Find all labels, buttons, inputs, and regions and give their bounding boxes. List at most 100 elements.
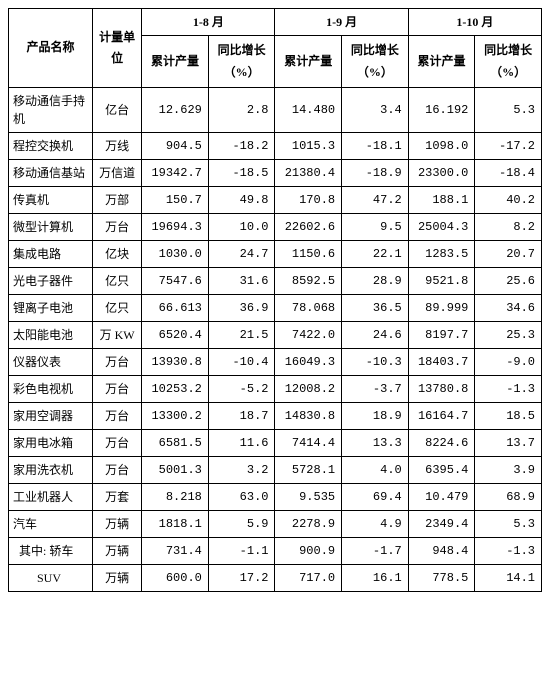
header-cumulative-3: 累计产量 [408,36,475,88]
cell-cumulative: 778.5 [408,565,475,592]
cell-yoy: 40.2 [475,187,542,214]
table-body: 移动通信手持机亿台12.6292.814.4803.416.1925.3程控交换… [9,88,542,592]
cell-cumulative: 19342.7 [142,160,209,187]
cell-cumulative: 23300.0 [408,160,475,187]
cell-yoy: 22.1 [342,241,409,268]
cell-yoy: -17.2 [475,133,542,160]
cell-unit: 万辆 [93,538,142,565]
cell-product-name: 家用空调器 [9,403,93,430]
cell-yoy: -18.5 [208,160,275,187]
table-row: 集成电路亿块1030.024.71150.622.11283.520.7 [9,241,542,268]
cell-cumulative: 188.1 [408,187,475,214]
cell-cumulative: 13780.8 [408,376,475,403]
cell-product-name: 太阳能电池 [9,322,93,349]
cell-unit: 万辆 [93,511,142,538]
cell-cumulative: 904.5 [142,133,209,160]
header-cumulative-2: 累计产量 [275,36,342,88]
cell-yoy: -18.1 [342,133,409,160]
cell-unit: 万台 [93,457,142,484]
cell-cumulative: 13300.2 [142,403,209,430]
cell-yoy: 24.6 [342,322,409,349]
cell-yoy: 13.3 [342,430,409,457]
cell-product-name: 移动通信基站 [9,160,93,187]
cell-cumulative: 9521.8 [408,268,475,295]
cell-cumulative: 6520.4 [142,322,209,349]
cell-cumulative: 600.0 [142,565,209,592]
cell-yoy: 69.4 [342,484,409,511]
cell-yoy: 28.9 [342,268,409,295]
table-row: SUV万辆600.017.2717.016.1778.514.1 [9,565,542,592]
cell-yoy: -3.7 [342,376,409,403]
cell-yoy: 17.2 [208,565,275,592]
cell-product-name: 锂离子电池 [9,295,93,322]
cell-product-name: 工业机器人 [9,484,93,511]
cell-yoy: 2.8 [208,88,275,133]
cell-cumulative: 78.068 [275,295,342,322]
cell-cumulative: 170.8 [275,187,342,214]
cell-unit: 万台 [93,376,142,403]
cell-yoy: 14.1 [475,565,542,592]
cell-product-name: 微型计算机 [9,214,93,241]
cell-cumulative: 8.218 [142,484,209,511]
header-yoy-1: 同比增长（%） [208,36,275,88]
cell-yoy: -10.4 [208,349,275,376]
cell-cumulative: 5728.1 [275,457,342,484]
cell-cumulative: 22602.6 [275,214,342,241]
cell-unit: 万台 [93,430,142,457]
cell-yoy: -9.0 [475,349,542,376]
header-period-3: 1-10 月 [408,9,541,36]
table-row: 工业机器人万套8.21863.09.53569.410.47968.9 [9,484,542,511]
cell-cumulative: 16164.7 [408,403,475,430]
cell-yoy: -5.2 [208,376,275,403]
cell-cumulative: 150.7 [142,187,209,214]
table-row: 传真机万部150.749.8170.847.2188.140.2 [9,187,542,214]
cell-yoy: 16.1 [342,565,409,592]
cell-unit: 万部 [93,187,142,214]
cell-yoy: 8.2 [475,214,542,241]
cell-yoy: 4.9 [342,511,409,538]
cell-cumulative: 948.4 [408,538,475,565]
cell-product-name: 集成电路 [9,241,93,268]
cell-product-name: 其中: 轿车 [9,538,93,565]
cell-cumulative: 14830.8 [275,403,342,430]
cell-cumulative: 9.535 [275,484,342,511]
cell-yoy: 21.5 [208,322,275,349]
cell-unit: 万台 [93,349,142,376]
cell-yoy: -18.9 [342,160,409,187]
cell-cumulative: 25004.3 [408,214,475,241]
cell-yoy: 9.5 [342,214,409,241]
cell-yoy: 18.7 [208,403,275,430]
cell-product-name: 汽车 [9,511,93,538]
cell-yoy: 13.7 [475,430,542,457]
table-row: 家用电冰箱万台6581.511.67414.413.38224.613.7 [9,430,542,457]
cell-yoy: 3.9 [475,457,542,484]
cell-cumulative: 14.480 [275,88,342,133]
cell-yoy: -1.7 [342,538,409,565]
cell-cumulative: 12008.2 [275,376,342,403]
header-unit: 计量单位 [93,9,142,88]
table-row: 移动通信手持机亿台12.6292.814.4803.416.1925.3 [9,88,542,133]
cell-yoy: 34.6 [475,295,542,322]
table-row: 家用洗衣机万台5001.33.25728.14.06395.43.9 [9,457,542,484]
table-row: 仪器仪表万台13930.8-10.416049.3-10.318403.7-9.… [9,349,542,376]
cell-product-name: 家用洗衣机 [9,457,93,484]
cell-cumulative: 731.4 [142,538,209,565]
cell-product-name: 程控交换机 [9,133,93,160]
cell-product-name: 彩色电视机 [9,376,93,403]
cell-yoy: -18.2 [208,133,275,160]
cell-unit: 万台 [93,214,142,241]
cell-unit: 亿只 [93,268,142,295]
cell-cumulative: 7547.6 [142,268,209,295]
cell-cumulative: 7422.0 [275,322,342,349]
cell-unit: 万线 [93,133,142,160]
cell-cumulative: 1283.5 [408,241,475,268]
cell-yoy: 36.9 [208,295,275,322]
table-header: 产品名称 计量单位 1-8 月 1-9 月 1-10 月 累计产量 同比增长（%… [9,9,542,88]
table-row: 家用空调器万台13300.218.714830.818.916164.718.5 [9,403,542,430]
cell-yoy: 5.3 [475,511,542,538]
cell-yoy: 24.7 [208,241,275,268]
cell-cumulative: 1098.0 [408,133,475,160]
cell-yoy: 3.2 [208,457,275,484]
cell-yoy: 5.9 [208,511,275,538]
cell-yoy: 63.0 [208,484,275,511]
